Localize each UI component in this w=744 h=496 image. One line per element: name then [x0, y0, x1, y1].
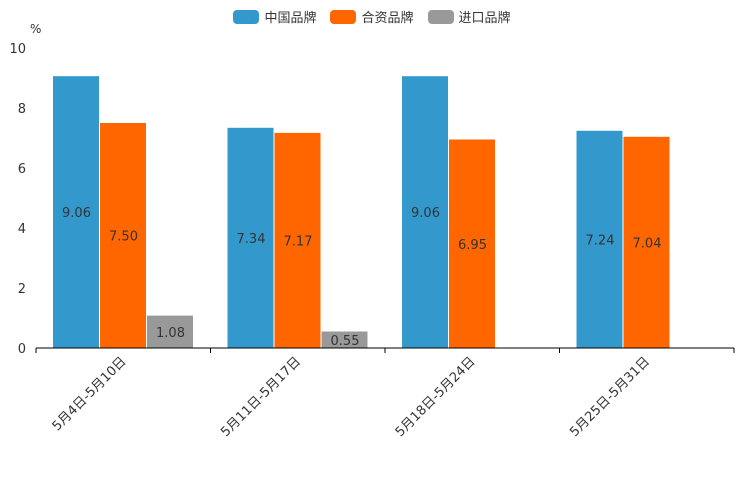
bar-value-label: 7.50: [109, 230, 138, 245]
bar: [449, 139, 495, 348]
x-category-label: 5月18日-5月24日: [393, 354, 479, 440]
bar-value-label: 7.24: [586, 233, 615, 248]
legend: 中国品牌 合资品牌 进口品牌: [0, 7, 744, 26]
legend-label-import-brand: 进口品牌: [458, 11, 511, 26]
bar-value-label: 1.08: [156, 326, 185, 341]
legend-swatch-import-brand: [427, 9, 454, 24]
legend-item-jv-brand[interactable]: 合资品牌: [330, 7, 414, 26]
bar-value-label: 6.95: [458, 238, 487, 253]
x-category-label: 5月11日-5月17日: [218, 354, 304, 440]
bar: [623, 136, 670, 348]
x-category-label: 5月4日-5月10日: [50, 354, 130, 434]
bar: [274, 132, 321, 348]
y-tick-label: 4: [18, 222, 26, 237]
bar: [402, 76, 448, 348]
bar-value-label: 0.55: [331, 334, 360, 349]
bar-value-label: 9.06: [411, 206, 440, 221]
y-tick-label: 8: [18, 102, 26, 117]
bar-value-label: 9.06: [62, 206, 91, 221]
bar: [100, 123, 146, 348]
bar: [321, 331, 368, 348]
y-tick-label: 6: [18, 162, 26, 177]
bar-value-label: 7.34: [237, 232, 266, 247]
legend-label-china-brand: 中国品牌: [264, 11, 317, 26]
x-category-label: 5月25日-5月31日: [567, 354, 653, 440]
y-tick-label: 10: [9, 42, 26, 57]
y-axis-unit-label: %: [30, 22, 42, 36]
bar: [576, 130, 623, 348]
legend-swatch-china-brand: [233, 9, 260, 24]
y-tick-label: 2: [18, 282, 26, 297]
bar: [147, 315, 193, 348]
legend-item-china-brand[interactable]: 中国品牌: [233, 7, 316, 26]
bar: [53, 76, 99, 348]
legend-swatch-jv-brand: [330, 9, 357, 24]
bar: [227, 127, 274, 348]
legend-item-import-brand[interactable]: 进口品牌: [427, 7, 511, 26]
legend-label-jv-brand: 合资品牌: [361, 11, 414, 26]
y-tick-label: 0: [18, 342, 26, 357]
bar-value-label: 7.17: [284, 234, 313, 249]
bar-value-label: 7.04: [633, 236, 662, 251]
